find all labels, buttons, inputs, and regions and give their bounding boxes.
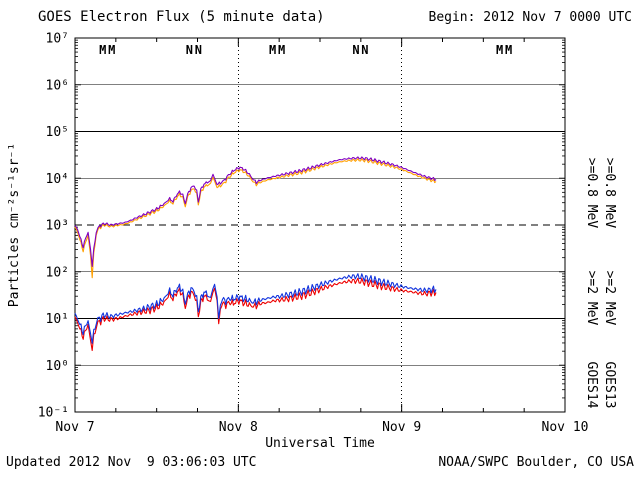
begin-timestamp-label: Begin: 2012 Nov 7 0000 UTC	[429, 10, 633, 25]
x-tick-label: Nov 10	[542, 420, 589, 435]
x-axis-label: Universal Time	[265, 436, 375, 451]
y-tick-label: 10⁶	[46, 78, 69, 93]
y-tick-label: 10²	[46, 265, 69, 280]
plot-border	[74, 37, 566, 413]
y-tick-label: 10⁷	[46, 32, 69, 47]
noon-midnight-marker: N	[361, 43, 368, 57]
series-goes13-ge2MeV	[74, 277, 437, 352]
updated-timestamp: Updated 2012 Nov 9 03:06:03 UTC	[6, 455, 256, 470]
noon-midnight-marker: M	[278, 43, 285, 57]
legend--2-mev: >=2 MeV	[584, 271, 599, 326]
x-tick-label: Nov 8	[219, 420, 258, 435]
plot-area: M M N N M M N N M M10⁻¹10⁰10¹10²10³10⁴10⁵10⁶10⁷No…	[38, 32, 617, 436]
chart-title: GOES Electron Flux (5 minute data)	[38, 9, 325, 25]
noon-midnight-marker: N	[195, 43, 202, 57]
series-goes13-ge0.8MeV	[74, 158, 437, 279]
noon-midnight-marker: N	[186, 43, 193, 57]
x-tick-label: Nov 9	[382, 420, 421, 435]
noon-midnight-marker: M	[496, 43, 503, 57]
series-goes14-ge0.8MeV	[74, 156, 437, 268]
y-tick-label: 10³	[46, 219, 69, 234]
noon-midnight-marker: M	[269, 43, 276, 57]
attribution-label: NOAA/SWPC Boulder, CO USA	[438, 455, 634, 470]
y-tick-label: 10⁰	[46, 359, 69, 374]
series-goes14-ge2MeV	[74, 273, 437, 344]
noon-midnight-marker: M	[108, 43, 115, 57]
x-tick-label: Nov 7	[55, 420, 94, 435]
noon-midnight-marker: N	[352, 43, 359, 57]
legend--0.8-mev: >=0.8 MeV	[584, 158, 599, 229]
y-tick-label: 10⁴	[46, 172, 69, 187]
noon-midnight-marker: M	[505, 43, 512, 57]
legend-goes14: GOES14	[584, 362, 599, 409]
noon-midnight-marker: M	[99, 43, 106, 57]
y-tick-label: 10¹	[46, 312, 69, 327]
legend-goes13: GOES13	[602, 362, 617, 409]
y-tick-label: 10⁻¹	[38, 406, 69, 421]
y-tick-label: 10⁵	[46, 125, 69, 140]
legend--0.8-mev: >=0.8 MeV	[602, 158, 617, 229]
y-axis-label: Particles cm⁻²s⁻¹sr⁻¹	[7, 143, 22, 307]
legend--2-mev: >=2 MeV	[602, 271, 617, 326]
